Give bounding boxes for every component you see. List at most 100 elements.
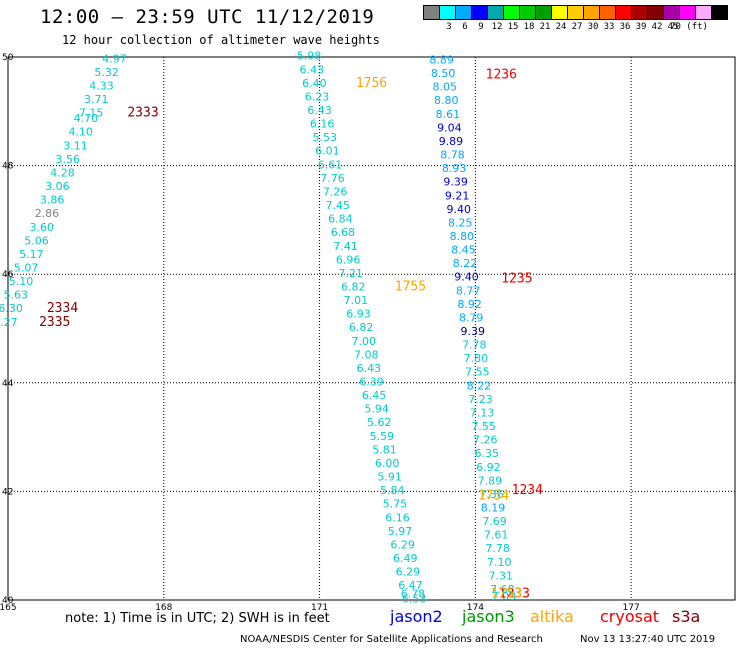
wave-height-value: 7.36	[479, 488, 504, 501]
wave-height-value: 6.82	[349, 321, 374, 334]
wave-height-value: 7.10	[487, 556, 512, 569]
wave-height-value: 6.16	[310, 118, 335, 131]
color-scale-label: 70 (ft)	[670, 22, 708, 32]
x-tick-label: 174	[467, 603, 484, 613]
chart-points: 4.975.324.333.717.154.704.103.113.564.28…	[0, 50, 516, 606]
wave-height-value: 5.84	[380, 484, 405, 497]
wave-height-value: 4.10	[68, 126, 93, 139]
wave-height-value: 8.80	[434, 94, 459, 107]
credit-text: NOAA/NESDIS Center for Satellite Applica…	[240, 634, 543, 645]
color-scale-label: 18	[523, 22, 535, 32]
wave-height-value: 7.15	[79, 107, 104, 120]
y-tick-label: 42	[2, 487, 13, 497]
color-scale-label: 39	[635, 22, 647, 32]
wave-height-value: 8.45	[451, 244, 476, 257]
wave-height-value: 6.61	[318, 158, 343, 171]
wave-height-value: 3.11	[63, 139, 88, 152]
wave-height-value: 6.29	[390, 538, 415, 551]
wave-height-value: 8.25	[448, 216, 473, 229]
pass-time-label: 1754	[478, 489, 509, 504]
wave-height-value: 5.98	[297, 50, 322, 63]
color-scale-label: 15	[507, 22, 519, 32]
wave-height-value: 6.35	[475, 447, 500, 460]
wave-height-value: 4.33	[89, 80, 114, 93]
wave-height-value: 6.29	[396, 566, 421, 579]
wave-height-value: 6.93	[346, 308, 371, 321]
wave-height-value: 9.40	[454, 271, 479, 284]
wave-height-value: 5.53	[313, 131, 338, 144]
color-scale-swatch	[711, 5, 728, 20]
wave-height-value: 9.39	[461, 325, 486, 338]
wave-height-value: 9.04	[437, 121, 462, 134]
wave-height-value: 5.97	[388, 525, 413, 538]
wave-height-value: 7.80	[464, 352, 489, 365]
wave-height-value: 7.89	[478, 474, 503, 487]
wave-height-value: 5.81	[372, 443, 397, 456]
wave-height-value: 9.89	[439, 135, 464, 148]
wave-height-value: 8.79	[459, 311, 484, 324]
pass-time-label: 1236	[486, 68, 517, 83]
wave-height-value: 3.56	[55, 153, 80, 166]
wave-height-value: 8.78	[440, 149, 465, 162]
wave-height-value: 5.32	[94, 66, 119, 79]
generated-timestamp: Nov 13 13:27:40 UTC 2019	[580, 634, 716, 645]
wave-height-value: 5.91	[377, 471, 402, 484]
wave-height-value: 5.94	[364, 403, 389, 416]
wave-height-value: 7.01	[344, 294, 369, 307]
color-scale-label: 6	[462, 22, 468, 32]
color-scale-label: 3	[446, 22, 452, 32]
wave-height-value: 7.76	[320, 172, 345, 185]
wave-height-value: 9.40	[446, 203, 471, 216]
wave-height-value: 7.03	[492, 590, 517, 603]
wave-height-value: 7.21	[338, 267, 363, 280]
wave-height-value: 6.92	[476, 461, 501, 474]
y-tick-label: 40	[2, 596, 14, 606]
color-scale-label: 36	[619, 22, 631, 32]
wave-height-value: 8.19	[481, 501, 506, 514]
pass-time-label: 1753	[491, 586, 522, 601]
wave-height-value: 4.70	[74, 112, 99, 125]
wave-height-value: 8.92	[457, 298, 482, 311]
color-scale-label: 30	[587, 22, 599, 32]
wave-height-value: 8.50	[431, 67, 456, 80]
wave-height-value: 7.13	[470, 406, 495, 419]
wave-height-value: 7.45	[325, 199, 350, 212]
pass-time-label: 1235	[501, 271, 532, 286]
wave-height-value: 5.63	[4, 289, 29, 302]
wave-height-value: 7.23	[468, 393, 493, 406]
wave-height-value: 6.00	[375, 457, 400, 470]
pass-time-label: 2334	[47, 301, 78, 316]
pass-time-label: 1233	[499, 586, 530, 601]
plot-frame	[7, 56, 736, 601]
pass-time-label: 1234	[512, 483, 543, 498]
wave-height-value: 6.82	[341, 280, 366, 293]
wave-height-value: 6.49	[393, 552, 418, 565]
wave-height-value: 6.43	[300, 63, 325, 76]
wave-height-value: 5.62	[367, 416, 392, 429]
wave-height-value: 6.16	[385, 511, 410, 524]
wave-height-value: 9.39	[443, 176, 468, 189]
wave-height-value: 5.07	[14, 261, 39, 274]
wave-height-value: 7.55	[471, 420, 496, 433]
pass-time-label: 2335	[39, 315, 70, 330]
wave-height-value: 7.00	[351, 335, 376, 348]
wave-height-value: 6.53	[402, 593, 427, 606]
satellite-legend-item: s3a	[672, 607, 701, 626]
wave-height-value: 8.80	[450, 230, 475, 243]
wave-height-value: 7.26	[323, 185, 348, 198]
pass-time-label: 1756	[356, 76, 387, 91]
wave-height-value: 6.40	[302, 77, 327, 90]
wave-height-value: 7.41	[333, 240, 358, 253]
satellite-legend-item: jason3	[462, 607, 515, 626]
wave-height-value: 6.68	[331, 226, 356, 239]
color-scale-label: 12	[491, 22, 503, 32]
color-scale-label: 21	[539, 22, 551, 32]
pass-time-label: 1755	[395, 279, 426, 294]
x-tick-label: 165	[0, 603, 17, 613]
satellite-legend-item: altika	[530, 607, 574, 626]
wave-height-value: 3.06	[45, 180, 70, 193]
wave-height-value: 7.69	[482, 515, 507, 528]
wave-height-value: 8.22	[453, 257, 478, 270]
y-tick-label: 48	[2, 162, 14, 172]
